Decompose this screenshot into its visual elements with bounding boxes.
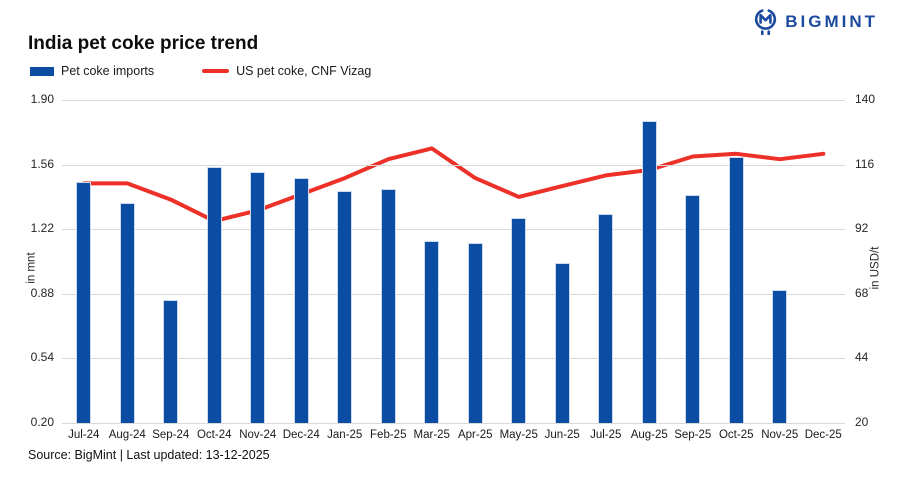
bar-Jun-25 <box>554 263 570 423</box>
bigmint-logo: BIGMINT <box>753 8 878 36</box>
x-tick-Jul-24: Jul-24 <box>68 429 100 441</box>
y-tick-right: 20 <box>855 415 869 429</box>
x-tick-Jun-25: Jun-25 <box>544 429 580 441</box>
gridline <box>62 293 845 295</box>
x-tick-Feb-25: Feb-25 <box>370 429 407 441</box>
x-tick-Oct-24: Oct-24 <box>196 429 232 441</box>
x-tick-Dec-24: Dec-24 <box>282 429 320 441</box>
y-tick-right: 44 <box>855 350 869 365</box>
legend-item-price: US pet coke, CNF Vizag <box>202 64 371 78</box>
x-tick-Sep-24: Sep-24 <box>152 429 190 441</box>
bar-May-25 <box>511 217 527 423</box>
price-line <box>81 146 826 224</box>
x-tick-May-25: May-25 <box>499 429 538 441</box>
y-axis-title-left: in mnt <box>25 251 38 284</box>
page-title: India pet coke price trend <box>28 33 259 54</box>
x-tick-Nov-25: Nov-25 <box>761 429 799 441</box>
legend-label-imports: Pet coke imports <box>61 64 155 78</box>
y-tick-left: 1.56 <box>30 156 54 171</box>
line-series-swatch <box>202 69 230 73</box>
x-tick-Jul-25: Jul-25 <box>590 429 622 441</box>
bar-Aug-25 <box>641 120 657 423</box>
x-tick-Aug-25: Aug-25 <box>630 429 668 441</box>
gridline <box>62 164 845 166</box>
y-tick-left: 0.54 <box>30 350 54 365</box>
bar-Apr-25 <box>467 242 483 423</box>
x-tick-Nov-24: Nov-24 <box>239 429 277 441</box>
legend-label-price: US pet coke, CNF Vizag <box>236 64 372 78</box>
bar-Feb-25 <box>380 189 396 423</box>
chart-legend: Pet coke imports US pet coke, CNF Vizag <box>30 64 371 78</box>
x-tick-Dec-25: Dec-25 <box>804 429 842 441</box>
x-tick-Oct-25: Oct-25 <box>718 429 754 441</box>
bigmint-logo-icon <box>753 8 778 36</box>
y-tick-right: 68 <box>855 285 869 300</box>
y-axis-title-right: in USD/t <box>869 246 882 289</box>
bar-Nov-25 <box>772 290 788 423</box>
y-tick-left: 0.20 <box>30 415 54 429</box>
source-note: Source: BigMint | Last updated: 13-12-20… <box>28 448 270 462</box>
x-tick-Aug-24: Aug-24 <box>108 429 146 441</box>
x-tick-Apr-25: Apr-25 <box>457 429 493 441</box>
y-tick-left: 1.90 <box>30 92 54 106</box>
bar-Dec-24 <box>293 177 309 423</box>
price-line-chart <box>81 146 826 224</box>
bar-Nov-24 <box>250 172 266 423</box>
bar-Oct-25 <box>728 157 744 423</box>
y-tick-right: 92 <box>855 221 869 236</box>
y-tick-left: 1.22 <box>30 221 54 236</box>
bar-Sep-24 <box>163 299 179 423</box>
gridline <box>62 423 845 424</box>
y-tick-right: 140 <box>855 92 876 106</box>
bar-Oct-24 <box>206 166 222 423</box>
x-tick-Mar-25: Mar-25 <box>413 429 450 441</box>
bar-Mar-25 <box>424 240 440 423</box>
y-tick-right: 116 <box>855 156 875 171</box>
bar-Aug-24 <box>119 202 135 423</box>
bar-series-swatch <box>30 66 54 76</box>
y-tick-left: 0.88 <box>30 285 54 300</box>
bar-Jan-25 <box>337 191 353 423</box>
x-tick-Sep-25: Sep-25 <box>674 429 712 441</box>
gridline <box>62 358 845 360</box>
bar-Jul-25 <box>598 214 614 423</box>
bigmint-logo-text: BIGMINT <box>785 11 878 31</box>
x-tick-Jan-25: Jan-25 <box>327 429 363 441</box>
bar-Sep-25 <box>685 195 701 423</box>
gridline <box>62 229 845 231</box>
legend-item-imports: Pet coke imports <box>30 64 154 78</box>
gridline <box>62 100 845 101</box>
bar-Jul-24 <box>76 181 92 423</box>
plot-area: in mnt in USD/t 1.90 140 1.56 116 1.22 92 0.88… <box>26 92 882 441</box>
